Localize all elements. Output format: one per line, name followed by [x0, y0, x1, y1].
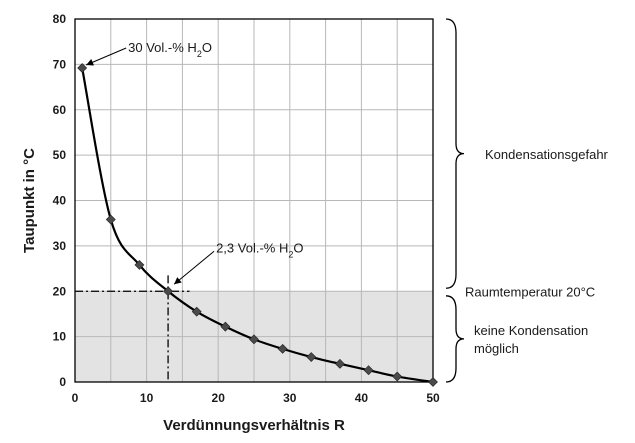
y-tick-label: 20 — [53, 284, 67, 298]
x-tick-label: 0 — [72, 391, 79, 405]
x-tick-label: 10 — [140, 391, 154, 405]
y-tick-label: 50 — [53, 148, 67, 162]
y-tick-label: 40 — [53, 194, 67, 208]
data-point — [134, 260, 145, 270]
data-point — [163, 286, 174, 297]
y-tick-label: 60 — [53, 103, 67, 117]
annotation-arrow-line — [85, 47, 127, 66]
y-tick-label: 80 — [53, 12, 67, 26]
data-point — [306, 352, 317, 362]
bracket-label-condensation-danger: Kondensationsgefahr — [485, 147, 609, 162]
y-tick-label: 30 — [53, 239, 67, 253]
data-point — [220, 321, 231, 332]
y-axis-ticks: 0 10 20 30 40 50 60 70 80 — [53, 12, 67, 389]
brackets: Kondensationsgefahr keine Kondensation mög… — [445, 18, 609, 383]
y-tick-label: 10 — [53, 330, 67, 344]
data-point — [249, 334, 259, 345]
x-tick-label: 30 — [283, 391, 297, 405]
bracket-label-no-condensation: keine Kondensation — [474, 323, 588, 338]
data-point — [77, 63, 88, 73]
annotation-label: 30 Vol.-% H2O — [128, 40, 212, 59]
x-tick-label: 50 — [426, 391, 440, 405]
room-temperature-label: Raumtemperatur 20°C — [465, 284, 595, 299]
bracket-no-condensation — [445, 295, 465, 383]
data-point — [105, 214, 116, 225]
annotation-label: 2,3 Vol.-% H2O — [216, 240, 303, 259]
annotation-arrow-line — [173, 250, 215, 285]
y-axis-title: Taupunkt in °C — [21, 148, 38, 253]
annotations: 30 Vol.-% H2O 2,3 Vol.-% H2O — [85, 40, 303, 285]
data-points — [77, 63, 438, 387]
data-point — [191, 306, 202, 317]
x-axis-title: Verdünnungsverhältnis R — [163, 417, 345, 434]
bracket-condensation-danger — [445, 18, 465, 289]
data-point — [334, 358, 345, 369]
x-tick-label: 40 — [355, 391, 369, 405]
x-axis-ticks: 0 10 20 30 40 50 — [72, 391, 440, 405]
y-tick-label: 0 — [59, 375, 66, 389]
annotation-arrowhead — [86, 59, 94, 66]
data-point — [428, 377, 438, 387]
x-tick-label: 20 — [212, 391, 226, 405]
data-point — [277, 343, 288, 354]
bracket-label-possible: möglich — [474, 341, 519, 356]
data-point — [392, 371, 403, 382]
data-point — [363, 365, 374, 376]
plot-frame — [74, 18, 434, 383]
y-tick-label: 70 — [53, 57, 67, 71]
annotation-arrowhead — [174, 277, 182, 285]
